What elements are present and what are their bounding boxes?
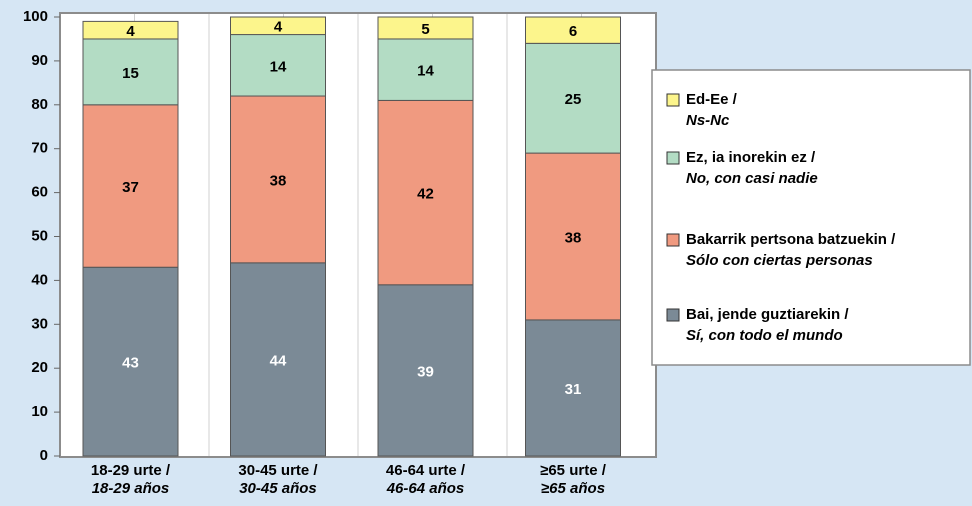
y-tick-label: 10 <box>31 403 48 420</box>
data-label: 4 <box>126 23 135 40</box>
legend-label: Bakarrik pertsona batzuekin / <box>686 231 896 248</box>
bar-segment <box>230 16 326 36</box>
bar-segment <box>230 95 326 264</box>
bar-segment <box>82 38 179 106</box>
data-label: 4 <box>274 19 283 36</box>
legend-label: Ed-Ee / <box>686 91 738 108</box>
x-tick-label: 18-29 urte / <box>91 462 171 479</box>
y-tick-label: 0 <box>40 447 48 464</box>
legend-box <box>651 69 971 366</box>
legend-swatch <box>666 233 680 247</box>
legend-swatch <box>666 93 680 107</box>
legend-label: Ez, ia inorekin ez / <box>686 149 816 166</box>
bar-segment <box>82 20 179 40</box>
x-tick-label: ≥65 urte / <box>540 462 607 479</box>
y-tick-label: 30 <box>31 315 48 332</box>
bar-segment <box>230 34 326 97</box>
data-label: 37 <box>122 179 139 196</box>
legend-label: Ns-Nc <box>686 112 730 129</box>
data-label: 44 <box>270 352 287 369</box>
bar-segment <box>377 16 474 40</box>
bar-segment <box>377 284 474 457</box>
x-tick-label: 46-64 años <box>386 480 465 497</box>
legend-label: Sólo con ciertas personas <box>686 252 873 269</box>
data-label: 14 <box>417 63 434 80</box>
x-tick-label: 46-64 urte / <box>386 462 466 479</box>
bar-segment <box>525 16 621 44</box>
legend-swatch <box>666 151 680 165</box>
legend-swatch <box>666 308 680 322</box>
data-label: 38 <box>565 229 582 246</box>
bar-segment <box>525 319 621 457</box>
legend-label: Bai, jende guztiarekin / <box>686 306 849 323</box>
data-label: 31 <box>565 381 582 398</box>
y-tick-label: 40 <box>31 271 48 288</box>
x-tick-label: 30-45 años <box>239 480 317 497</box>
y-tick-label: 50 <box>31 227 48 244</box>
data-label: 14 <box>270 58 287 75</box>
bar-segment <box>82 104 179 268</box>
y-tick-label: 20 <box>31 359 48 376</box>
data-label: 39 <box>417 363 434 380</box>
data-label: 43 <box>122 355 139 372</box>
legend-label: Sí, con todo el mundo <box>686 327 843 344</box>
y-tick-label: 80 <box>31 96 48 113</box>
data-label: 6 <box>569 23 577 40</box>
bar-segment <box>525 42 621 154</box>
x-tick-label: 30-45 urte / <box>238 462 318 479</box>
y-tick-label: 90 <box>31 52 48 69</box>
data-label: 42 <box>417 186 434 203</box>
data-label: 15 <box>122 65 139 82</box>
y-tick-label: 70 <box>31 140 48 157</box>
data-label: 5 <box>421 21 429 38</box>
data-label: 25 <box>565 91 582 108</box>
y-tick-label: 100 <box>23 8 48 25</box>
legend-label: No, con casi nadie <box>686 170 818 187</box>
x-tick-label: 18-29 años <box>92 480 170 497</box>
x-tick-label: ≥65 años <box>541 480 605 497</box>
bar-segment <box>525 152 621 321</box>
bar-segment <box>377 99 474 286</box>
y-tick-label: 60 <box>31 184 48 201</box>
data-label: 38 <box>270 172 287 189</box>
bar-segment <box>230 262 326 457</box>
